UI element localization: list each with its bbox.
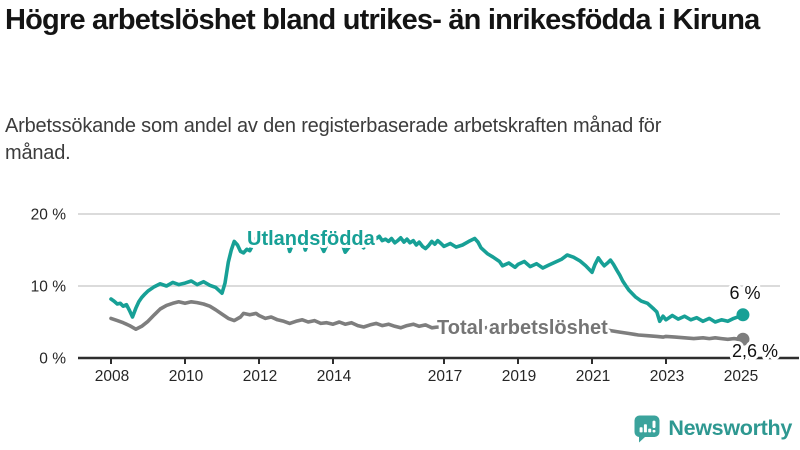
newsworthy-logo-icon: [634, 415, 660, 442]
x-tick-label: 2008: [95, 368, 129, 385]
series-line-total-arbetslöshet: [109, 300, 745, 342]
y-tick-label: 0 %: [39, 351, 66, 368]
series-end-dot: [736, 308, 750, 322]
x-tick-label: 2025: [724, 368, 758, 385]
line-chart: 0 % 10 % 20 % 2008 2010 2012 2014 2017 2019 2021 2…: [0, 196, 800, 401]
brand-name: Newsworthy: [668, 415, 792, 440]
chart-canvas: 0 % 10 % 20 % 2008 2010 2012 2014 2017 2019 2021 2…: [31, 207, 799, 385]
y-tick-label: 10 %: [31, 279, 67, 296]
y-tick-label: 20 %: [31, 207, 67, 224]
x-tick-label: 2010: [169, 368, 204, 385]
newsworthy-brand-link[interactable]: Newsworthy: [633, 412, 792, 444]
end-value-label-utlandsfodda: 6 %: [729, 283, 760, 303]
page-title: Högre arbetslöshet bland utrikes- än inr…: [5, 4, 760, 36]
series-line-utlandsfödda: [109, 230, 745, 324]
x-tick-label: 2017: [428, 368, 462, 385]
x-tick-label: 2012: [243, 368, 277, 385]
x-tick-label: 2023: [650, 368, 684, 385]
x-tick-label: 2014: [317, 368, 352, 385]
series-label-utlandsfodda: Utlandsfödda: [247, 228, 376, 250]
x-tick-label: 2021: [576, 368, 610, 385]
x-tick-label: 2019: [502, 368, 536, 385]
series-label-total-arbetsloshet: Total arbetslöshet: [437, 317, 608, 339]
series-end-dot: [736, 332, 750, 346]
chart-subtitle: Arbetssökande som andel av den registerb…: [5, 115, 662, 164]
end-value-label-total: 2,6 %: [732, 341, 778, 361]
